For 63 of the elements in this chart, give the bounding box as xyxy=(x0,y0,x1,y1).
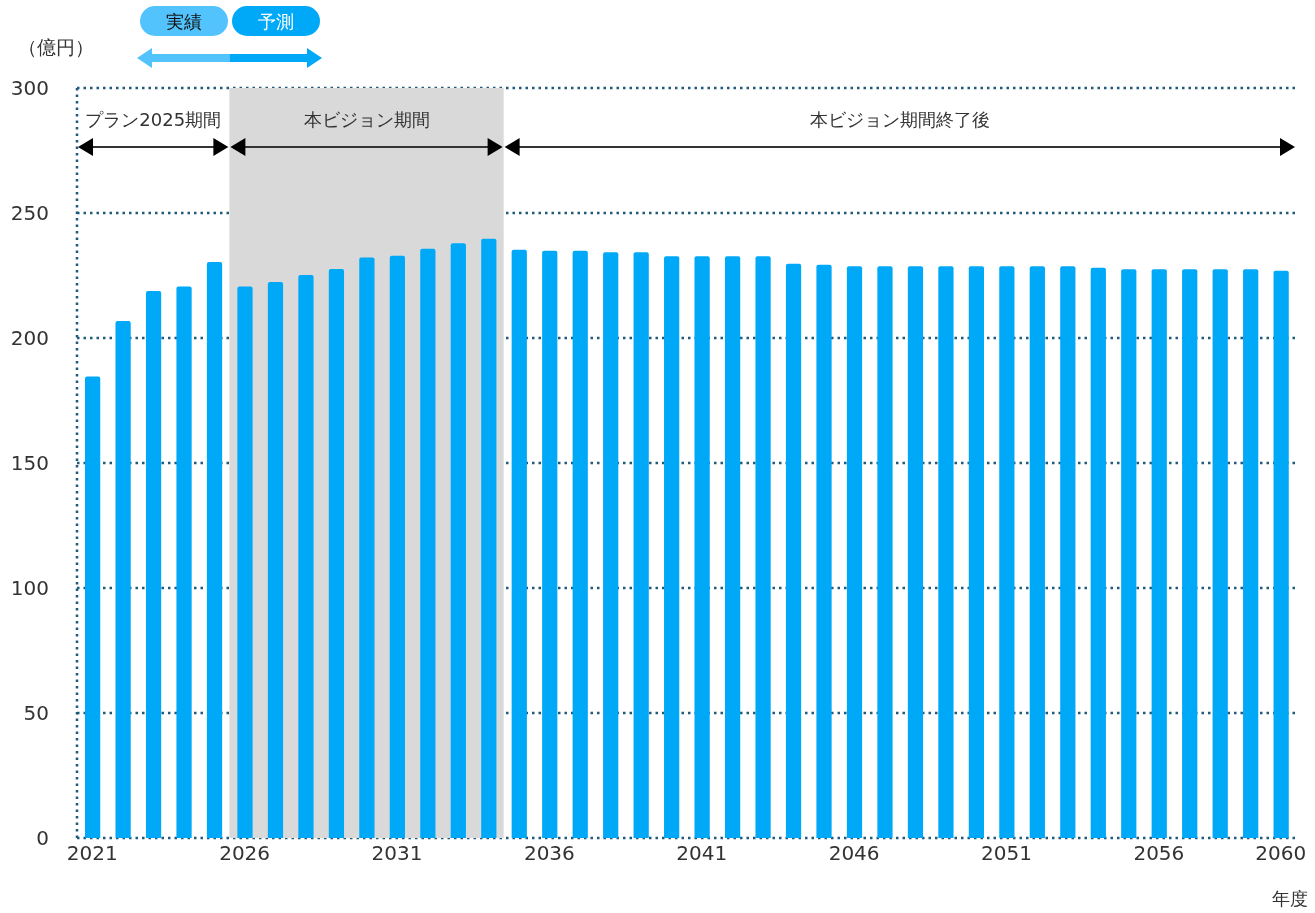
bar xyxy=(1243,269,1259,838)
bar xyxy=(85,376,101,838)
bar xyxy=(450,243,466,838)
bar xyxy=(359,257,375,838)
bar xyxy=(328,269,345,838)
bar xyxy=(481,238,497,838)
bar xyxy=(1182,269,1198,838)
y-tick-label: 200 xyxy=(10,326,49,351)
bar xyxy=(298,275,314,838)
bar xyxy=(877,266,893,838)
annotation: プラン2025期間 xyxy=(85,109,222,130)
bar xyxy=(1060,266,1076,838)
bar xyxy=(938,266,954,838)
bar xyxy=(542,250,558,838)
bar xyxy=(420,248,436,838)
x-tick-label: 2021 xyxy=(66,841,118,866)
y-tick-label: 250 xyxy=(10,201,49,226)
x-tick-label: 2060 xyxy=(1255,841,1307,866)
bar xyxy=(1121,269,1137,838)
x-tick-label: 2056 xyxy=(1133,841,1185,866)
bar xyxy=(267,282,284,838)
bar xyxy=(1273,270,1289,838)
bar xyxy=(176,286,192,838)
bar xyxy=(572,250,588,838)
y-tick-label: 150 xyxy=(10,451,49,476)
y-tick-label: 50 xyxy=(23,701,49,726)
x-tick-label: 2031 xyxy=(371,841,423,866)
y-tick-label: 300 xyxy=(10,76,49,101)
band-label: 本ビジョン期間 xyxy=(303,109,430,130)
text: 実績 xyxy=(166,11,202,32)
x-axis-title: 年度 xyxy=(1272,888,1308,909)
bar xyxy=(1212,269,1228,838)
bar xyxy=(1029,266,1045,838)
bar xyxy=(785,263,802,838)
bar xyxy=(206,262,223,838)
bar xyxy=(603,252,619,838)
bar xyxy=(389,255,405,838)
bar xyxy=(724,256,741,838)
annotation: 本ビジョン期間終了後 xyxy=(809,109,990,130)
bar xyxy=(633,252,649,838)
bar xyxy=(755,256,771,838)
y-axis-title: （億円） xyxy=(18,36,94,58)
x-tick-label: 2051 xyxy=(981,841,1032,866)
bar xyxy=(664,256,680,838)
x-tick-label: 2046 xyxy=(828,841,880,866)
bar xyxy=(1090,267,1106,838)
bar xyxy=(694,256,710,838)
x-tick-label: 2036 xyxy=(523,841,575,866)
bar xyxy=(846,266,863,838)
bar xyxy=(1151,269,1167,838)
y-tick-label: 100 xyxy=(10,576,49,601)
bar xyxy=(999,266,1015,838)
bar xyxy=(968,266,985,838)
bar xyxy=(511,249,527,838)
bar xyxy=(115,321,131,838)
x-tick-label: 2041 xyxy=(676,841,728,866)
bar xyxy=(816,264,832,838)
bar xyxy=(237,286,253,838)
x-tick-label: 2026 xyxy=(219,841,271,866)
y-tick-label: 0 xyxy=(36,826,49,851)
bar xyxy=(907,266,924,838)
bar xyxy=(145,291,162,838)
text: 予測 xyxy=(258,11,294,32)
